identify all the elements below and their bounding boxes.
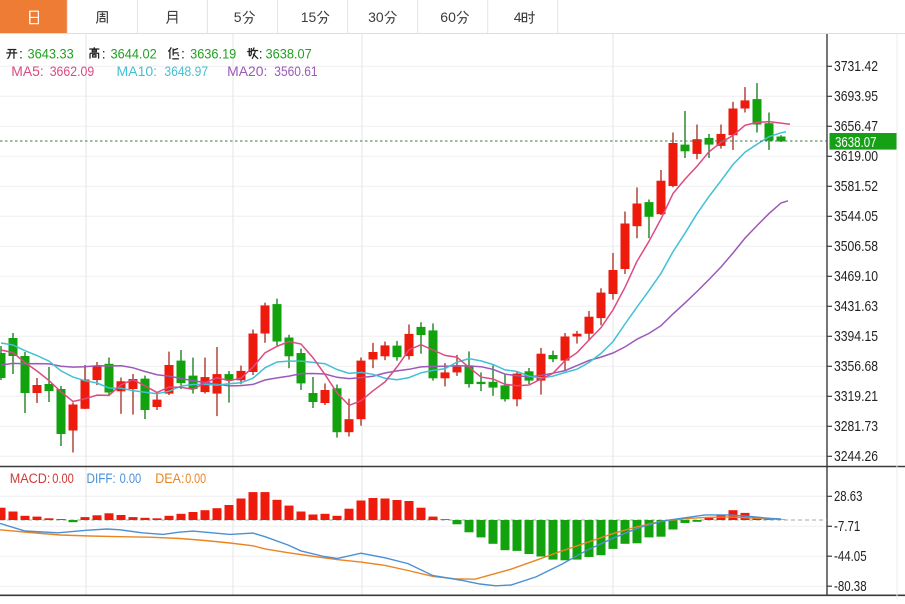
svg-text:MA20:3560.61: MA20: 3560.61	[227, 64, 317, 79]
svg-text:DIFF:0.00: DIFF: 0.00	[87, 471, 142, 486]
svg-text:3619.00: 3619.00	[834, 149, 878, 165]
svg-text:3581.52: 3581.52	[834, 179, 878, 195]
svg-text:15: 15	[301, 9, 317, 25]
svg-text:28.63: 28.63	[834, 489, 862, 505]
svg-text:-44.05: -44.05	[834, 549, 867, 565]
svg-text:3638.07: 3638.07	[835, 134, 877, 151]
svg-text:MA5:3662.09: MA5: 3662.09	[11, 64, 94, 79]
svg-text:5: 5	[234, 9, 242, 25]
svg-text:3319.21: 3319.21	[834, 389, 878, 405]
svg-text:::::: ::::	[19, 45, 263, 61]
svg-text:3394.15: 3394.15	[834, 329, 878, 345]
svg-text:3469.10: 3469.10	[834, 269, 878, 285]
svg-text:3544.05: 3544.05	[834, 209, 878, 225]
svg-text:60: 60	[440, 9, 456, 25]
svg-text:-80.38: -80.38	[834, 579, 867, 595]
svg-text:3693.95: 3693.95	[834, 89, 878, 105]
svg-text:4: 4	[514, 9, 522, 25]
svg-text:MA10:3648.97: MA10: 3648.97	[117, 64, 209, 79]
svg-text:3281.73: 3281.73	[834, 419, 878, 435]
svg-text:3431.63: 3431.63	[834, 299, 878, 315]
svg-text:3656.47: 3656.47	[834, 119, 878, 135]
svg-text:-7.71: -7.71	[834, 519, 860, 535]
svg-text:3244.26: 3244.26	[834, 449, 878, 465]
svg-text:3356.68: 3356.68	[834, 359, 878, 375]
svg-text:DEA:0.00: DEA:0.00	[155, 471, 206, 486]
svg-text:3506.58: 3506.58	[834, 239, 878, 255]
svg-text:30: 30	[368, 9, 384, 25]
svg-text:MACD:0.00: MACD: 0.00	[10, 471, 74, 486]
svg-text:3731.42: 3731.42	[834, 59, 878, 75]
